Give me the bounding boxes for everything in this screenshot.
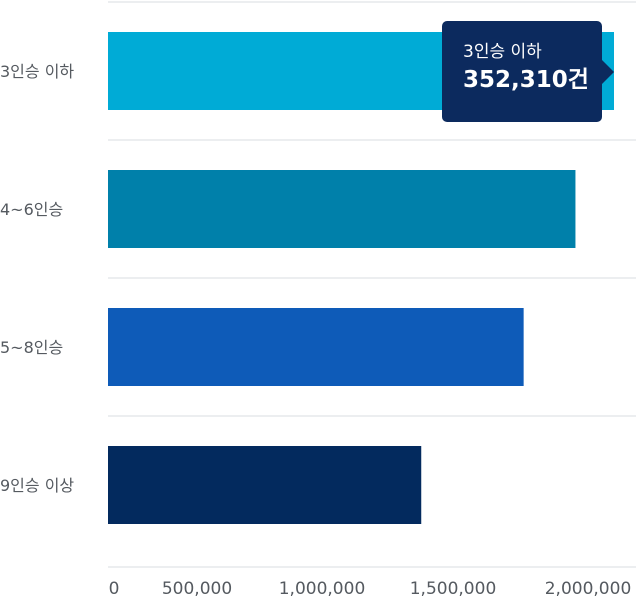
tooltip-category: 3인승 이하 [463,42,542,62]
x-tick-label: 1,000,000 [279,579,366,599]
category-label: 4~6인승 [0,200,63,219]
category-label: 5~8인승 [0,338,63,357]
x-tick-label: 0 [109,579,120,599]
bar-2[interactable] [108,308,524,386]
category-label: 9인승 이상 [0,476,74,495]
bar-tooltip: 3인승 이하 352,310건 [442,21,614,122]
x-tick-label: 2,000,000 [545,579,632,599]
tooltip-value: 352,310건 [463,67,589,93]
bar-1[interactable] [108,170,576,248]
category-label: 3인승 이하 [0,62,74,81]
bar-3[interactable] [108,446,422,524]
x-tick-label: 1,500,000 [410,579,497,599]
x-tick-label: 500,000 [162,579,232,599]
tooltip-arrow [602,60,614,84]
